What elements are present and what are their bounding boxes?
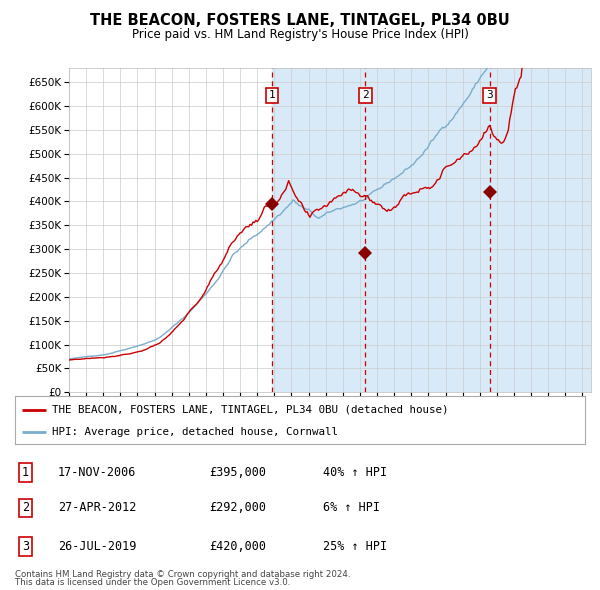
Text: £395,000: £395,000 <box>209 466 266 478</box>
Text: 27-APR-2012: 27-APR-2012 <box>58 502 136 514</box>
Text: 1: 1 <box>269 90 275 100</box>
Text: This data is licensed under the Open Government Licence v3.0.: This data is licensed under the Open Gov… <box>15 578 290 587</box>
Text: 2: 2 <box>22 502 29 514</box>
Text: Contains HM Land Registry data © Crown copyright and database right 2024.: Contains HM Land Registry data © Crown c… <box>15 570 350 579</box>
Text: £292,000: £292,000 <box>209 502 266 514</box>
Text: £420,000: £420,000 <box>209 540 266 553</box>
Text: 6% ↑ HPI: 6% ↑ HPI <box>323 502 380 514</box>
Text: 17-NOV-2006: 17-NOV-2006 <box>58 466 136 478</box>
Text: 1: 1 <box>22 466 29 478</box>
Text: Price paid vs. HM Land Registry's House Price Index (HPI): Price paid vs. HM Land Registry's House … <box>131 28 469 41</box>
Text: 40% ↑ HPI: 40% ↑ HPI <box>323 466 387 478</box>
Bar <box>272 68 600 392</box>
Text: HPI: Average price, detached house, Cornwall: HPI: Average price, detached house, Corn… <box>52 427 338 437</box>
Text: 3: 3 <box>486 90 493 100</box>
Text: 2: 2 <box>362 90 369 100</box>
Text: THE BEACON, FOSTERS LANE, TINTAGEL, PL34 0BU (detached house): THE BEACON, FOSTERS LANE, TINTAGEL, PL34… <box>52 405 449 415</box>
Text: THE BEACON, FOSTERS LANE, TINTAGEL, PL34 0BU: THE BEACON, FOSTERS LANE, TINTAGEL, PL34… <box>90 13 510 28</box>
Text: 25% ↑ HPI: 25% ↑ HPI <box>323 540 387 553</box>
Text: 3: 3 <box>22 540 29 553</box>
Text: 26-JUL-2019: 26-JUL-2019 <box>58 540 136 553</box>
